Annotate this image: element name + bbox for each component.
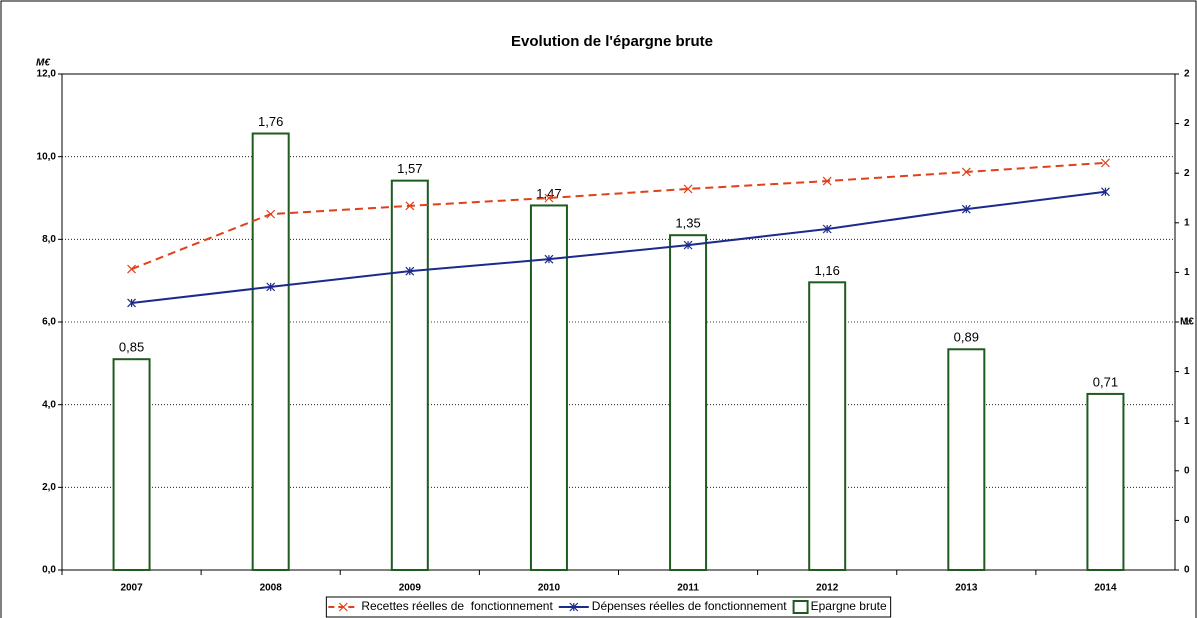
y2-tick-label: 2 bbox=[1184, 118, 1190, 129]
line-marker bbox=[961, 167, 971, 177]
line-marker bbox=[127, 264, 136, 274]
y2-tick-label: 1 bbox=[1184, 416, 1190, 427]
legend: Recettes réelles de fonctionnement Dépens… bbox=[325, 596, 892, 618]
line-marker bbox=[127, 298, 136, 308]
y2-tick-label: 2 bbox=[1184, 69, 1190, 80]
y2-tick-label: 0 bbox=[1184, 565, 1190, 576]
legend-box bbox=[325, 596, 892, 618]
line-marker bbox=[1101, 158, 1110, 168]
y2-tick-label: 2 bbox=[1184, 168, 1190, 179]
x-tick-label: 2012 bbox=[816, 583, 839, 594]
x-tick-label: 2010 bbox=[538, 583, 561, 594]
line-marker bbox=[266, 282, 276, 292]
legend-marker bbox=[338, 602, 348, 612]
line-marker bbox=[405, 266, 415, 276]
line-marker bbox=[544, 254, 554, 264]
data-label: 0,89 bbox=[954, 330, 979, 345]
data-label: 1,35 bbox=[675, 216, 700, 231]
y-tick-label: 0,0 bbox=[42, 565, 56, 576]
legend-label: Epargne brute bbox=[811, 599, 887, 613]
line-marker bbox=[405, 201, 415, 211]
y2-axis-label: M€ bbox=[1180, 317, 1194, 328]
legend-marker bbox=[569, 602, 579, 612]
chart-title: Evolution de l'épargne brute bbox=[511, 33, 713, 50]
bar bbox=[251, 132, 290, 572]
legend-label: Recettes réelles de fonctionnement bbox=[361, 599, 553, 613]
data-label: 1,16 bbox=[815, 263, 840, 278]
data-label: 0,71 bbox=[1093, 374, 1118, 389]
legend-label: Dépenses réelles de fonctionnement bbox=[592, 599, 787, 613]
bar bbox=[112, 358, 151, 572]
x-tick-label: 2014 bbox=[1094, 583, 1117, 594]
y-tick-label: 8,0 bbox=[42, 234, 56, 245]
y-axis-label: M€ bbox=[36, 58, 50, 69]
line-marker bbox=[683, 184, 693, 194]
bar bbox=[947, 348, 986, 571]
line-marker bbox=[544, 193, 554, 203]
y2-tick-label: 0 bbox=[1184, 465, 1190, 476]
y-tick-label: 4,0 bbox=[42, 399, 56, 410]
bar bbox=[390, 179, 429, 571]
y2-tick-label: 1 bbox=[1184, 267, 1190, 278]
y2-tick-label: 1 bbox=[1184, 217, 1190, 228]
y2-tick-label: 1 bbox=[1184, 366, 1190, 377]
x-tick-label: 2008 bbox=[260, 583, 283, 594]
y-tick-label: 6,0 bbox=[42, 317, 56, 328]
data-label: 1,76 bbox=[258, 114, 283, 129]
y-tick-label: 2,0 bbox=[42, 482, 56, 493]
bar bbox=[1086, 392, 1125, 572]
x-tick-label: 2009 bbox=[399, 583, 422, 594]
y2-tick-label: 0 bbox=[1184, 515, 1190, 526]
y-tick-label: 12,0 bbox=[37, 69, 57, 80]
line-marker bbox=[683, 240, 693, 250]
legend-swatch bbox=[792, 600, 809, 614]
line-marker bbox=[822, 176, 832, 186]
plot-area bbox=[61, 73, 1176, 571]
line-marker bbox=[266, 209, 276, 219]
bar bbox=[529, 204, 568, 571]
series-line bbox=[131, 190, 1106, 304]
y2-tick-label: 1 bbox=[1184, 317, 1190, 328]
bar bbox=[808, 281, 847, 571]
bar bbox=[669, 234, 708, 571]
y-tick-label: 10,0 bbox=[37, 151, 57, 162]
x-tick-label: 2011 bbox=[677, 583, 699, 594]
line-marker bbox=[822, 224, 832, 234]
line-marker bbox=[1101, 187, 1110, 197]
data-label: 0,85 bbox=[119, 340, 144, 355]
series-line bbox=[131, 161, 1106, 271]
data-label: 1,57 bbox=[397, 161, 422, 176]
line-marker bbox=[961, 204, 971, 214]
x-tick-label: 2013 bbox=[955, 583, 978, 594]
x-tick-label: 2007 bbox=[120, 583, 143, 594]
